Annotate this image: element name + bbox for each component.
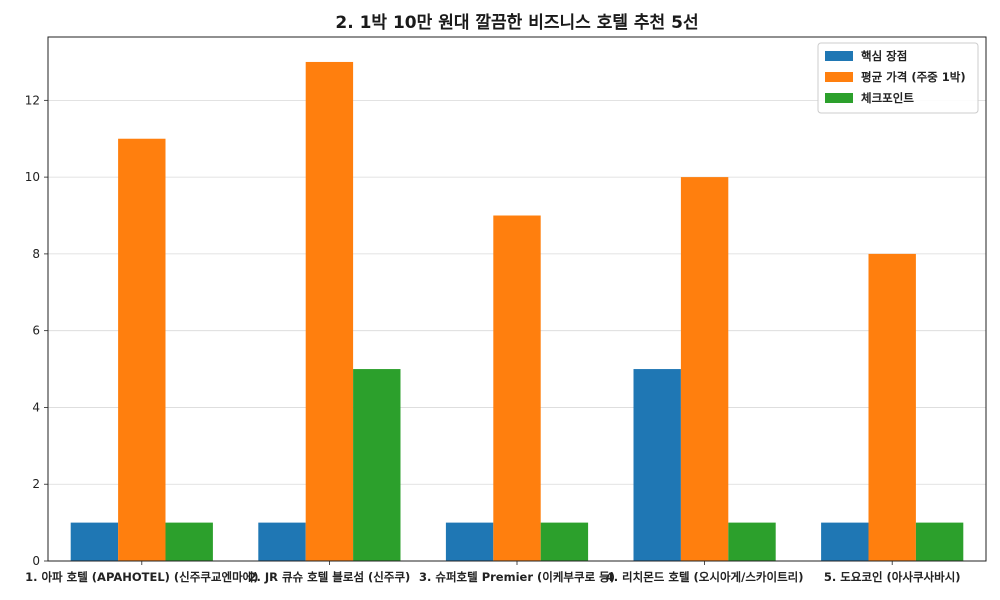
y-tick-label: 6 [32,324,40,338]
bar-3-5 [915,522,964,561]
legend-label: 핵심 장점 [861,49,907,63]
y-tick-label: 2 [32,477,40,491]
bar-2-5 [868,253,916,561]
bar-2-1 [118,138,166,561]
y-tick-label: 4 [32,400,40,414]
x-tick-label: 1. 아파 호텔 (APAHOTEL) (신주쿠교엔마에) [25,570,258,584]
bar-3-3 [540,522,589,561]
bar-2-2 [305,61,354,561]
y-tick-label: 12 [25,93,40,107]
y-tick-label: 0 [32,554,40,568]
x-tick-label: 3. 슈퍼호텔 Premier (이케부쿠로 등) [419,570,615,584]
legend-label: 체크포인트 [861,91,914,105]
legend-label: 평균 가격 (주중 1박) [861,70,966,84]
bars [70,61,964,561]
chart-title: 2. 1박 10만 원대 깔끔한 비즈니스 호텔 추천 5선 [335,13,699,33]
y-tick-label: 8 [32,247,40,261]
bar-3-1 [165,522,213,561]
legend-swatch [825,51,853,61]
x-tick-label: 4. 리치몬드 호텔 (오시아게/스카이트리) [606,570,804,584]
bar-2-4 [680,177,729,561]
legend-box [817,42,979,114]
bar-2-3 [493,215,541,561]
bar-1-1 [70,522,119,561]
x-tick-label: 2. JR 큐슈 호텔 블로섬 (신주쿠) [248,570,410,584]
bar-1-3 [445,522,494,561]
bar-3-2 [353,369,401,561]
bar-3-4 [728,522,776,561]
x-tick-label: 5. 도요코인 (아사쿠사바시) [824,570,961,584]
legend-swatch [825,93,853,103]
bar-1-5 [821,522,869,561]
x-axis-labels: 1. 아파 호텔 (APAHOTEL) (신주쿠교엔마에)2. JR 큐슈 호텔… [25,561,961,584]
bar-1-4 [633,369,681,561]
y-axis-ticks: 0 2 4 6 8 10 12 [25,93,48,568]
bar-1-2 [258,522,306,561]
y-tick-label: 10 [25,170,40,184]
legend-swatch [825,72,853,82]
